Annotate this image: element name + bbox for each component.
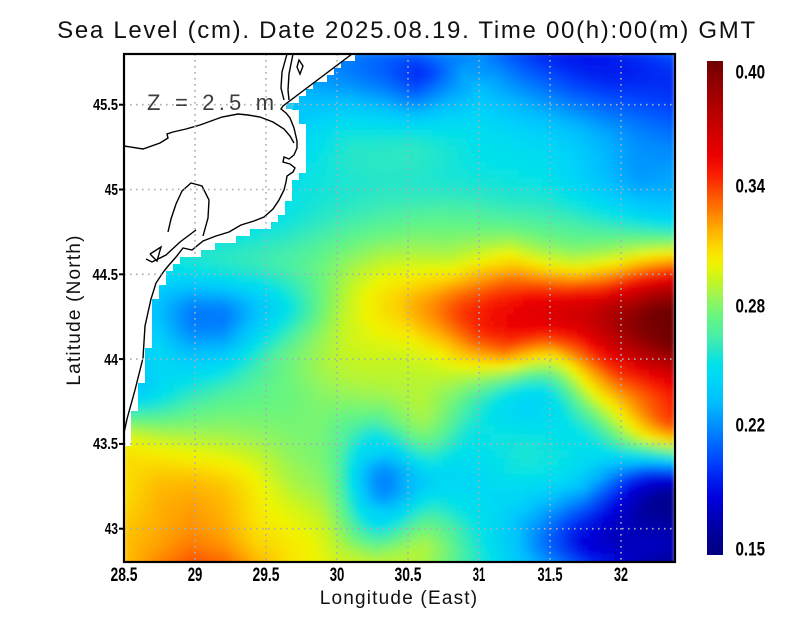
svg-text:29: 29 — [188, 565, 203, 586]
svg-text:0.40: 0.40 — [736, 63, 766, 84]
svg-text:28.5: 28.5 — [111, 565, 138, 586]
svg-text:0.15: 0.15 — [736, 540, 766, 561]
svg-text:Latitude (North): Latitude (North) — [64, 234, 85, 385]
svg-text:44: 44 — [104, 352, 118, 369]
svg-text:Sea Level (cm). Date 2025.08.1: Sea Level (cm). Date 2025.08.19. Time 00… — [57, 17, 757, 44]
svg-text:45.5: 45.5 — [93, 97, 118, 114]
svg-text:43.5: 43.5 — [93, 436, 118, 453]
svg-text:Z = 2.5 m: Z = 2.5 m — [147, 90, 278, 115]
svg-text:30: 30 — [330, 565, 345, 586]
svg-text:45: 45 — [105, 182, 118, 199]
svg-text:31: 31 — [473, 565, 486, 586]
svg-text:29.5: 29.5 — [253, 565, 280, 586]
svg-text:0.22: 0.22 — [736, 416, 766, 437]
svg-text:0.28: 0.28 — [736, 297, 766, 318]
svg-text:32: 32 — [614, 565, 628, 586]
svg-text:44.5: 44.5 — [93, 267, 119, 284]
svg-text:31.5: 31.5 — [538, 565, 563, 586]
svg-text:43: 43 — [105, 521, 118, 538]
svg-text:30.5: 30.5 — [395, 565, 422, 586]
svg-text:0.34: 0.34 — [736, 177, 766, 198]
svg-text:Longitude (East): Longitude (East) — [320, 588, 479, 609]
